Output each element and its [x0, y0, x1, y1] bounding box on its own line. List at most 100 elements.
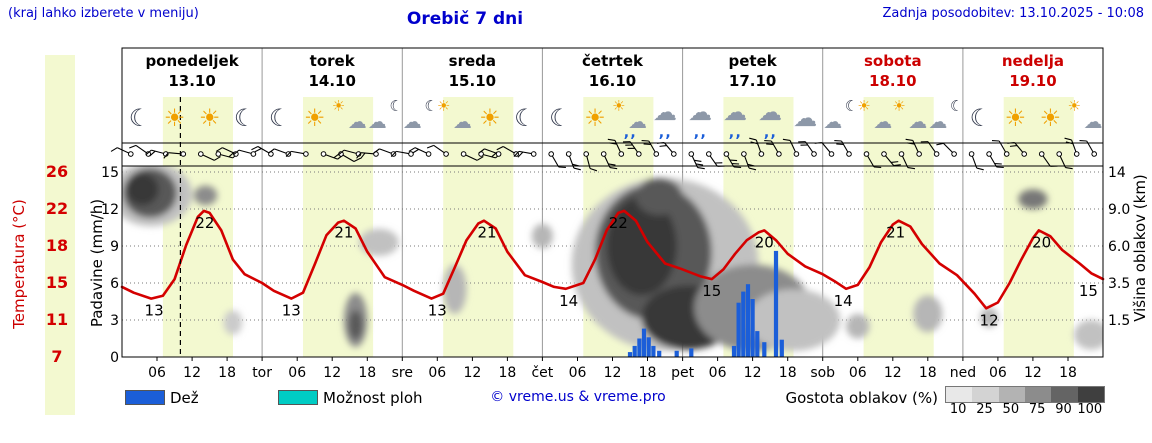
- svg-text:3.5: 3.5: [1108, 276, 1130, 292]
- svg-text:13: 13: [428, 302, 447, 320]
- svg-text:ned: ned: [950, 365, 976, 381]
- wind-barbs: [110, 137, 1097, 172]
- svg-text:06: 06: [148, 365, 166, 381]
- weather-icon-cloud-moon: ☾ ☁: [927, 98, 963, 138]
- drops-glyph: ‚‚: [658, 123, 672, 141]
- svg-text:14: 14: [559, 292, 578, 310]
- cloud-glyph: ☁: [928, 111, 948, 133]
- rain-legend-label: Dež: [170, 389, 199, 407]
- cloud-density-legend-label: Gostota oblakov (%): [785, 389, 938, 407]
- moon-glyph: ☾: [969, 104, 992, 132]
- svg-text:06: 06: [709, 365, 727, 381]
- cloud-glyph: ☁: [688, 98, 713, 126]
- day-header-4: četrtek 16.10: [582, 51, 643, 91]
- svg-text:15: 15: [101, 165, 119, 181]
- svg-text:26: 26: [46, 162, 68, 181]
- cloud-density-scale-labels: 10 25 50 75 90 100: [945, 402, 1103, 417]
- day-header-6: sobota 18.10: [864, 51, 922, 91]
- svg-text:3: 3: [110, 313, 119, 329]
- weather-icon-sun: ☀: [192, 98, 228, 138]
- weather-icon-moon: ☾: [227, 98, 263, 138]
- svg-text:12: 12: [744, 365, 762, 381]
- moon-glyph: ☾: [268, 104, 291, 132]
- weather-icon-moon: ☾: [122, 98, 158, 138]
- day-date: 19.10: [1009, 72, 1057, 90]
- weather-icon-sun-cloud: ☀ ☁: [1067, 98, 1103, 138]
- svg-text:06: 06: [849, 365, 867, 381]
- moon-glyph: ☾: [514, 104, 536, 132]
- moon-glyph: ☾: [128, 104, 151, 132]
- svg-text:18: 18: [498, 365, 516, 381]
- cloud-scale-label: 50: [1002, 402, 1020, 417]
- svg-text:12: 12: [884, 365, 902, 381]
- svg-text:tor: tor: [252, 365, 272, 381]
- svg-text:18: 18: [358, 365, 376, 381]
- weather-icon-rain: ☁ ‚‚: [752, 98, 788, 140]
- cloud-scale-label: 100: [1077, 402, 1103, 417]
- svg-text:18: 18: [779, 365, 797, 381]
- svg-text:sob: sob: [810, 365, 835, 381]
- svg-text:13: 13: [145, 302, 164, 320]
- day-header-5: petek 17.10: [729, 51, 777, 91]
- svg-text:15: 15: [702, 282, 721, 300]
- page-title: Orebič 7 dni: [406, 9, 524, 29]
- svg-text:13: 13: [282, 302, 301, 320]
- weather-icon-sun: ☀: [577, 98, 613, 138]
- svg-text:18: 18: [46, 236, 68, 255]
- svg-text:12: 12: [980, 311, 999, 329]
- cloud-scale-segment: [946, 387, 973, 402]
- temperature-value-labels: 13 22 13 21 13 21 14 22 15 20 14 21 12 20 15: [145, 214, 1098, 329]
- moon-glyph: ☾: [424, 97, 438, 115]
- svg-text:20: 20: [755, 233, 774, 251]
- svg-text:22: 22: [609, 214, 628, 232]
- day-date: 13.10: [168, 72, 216, 90]
- precipitation-tick-labels: 15 12 9 6 3 0: [101, 165, 119, 366]
- day-name: sreda: [448, 52, 497, 70]
- cloud-glyph: ☁: [1083, 111, 1103, 133]
- weather-icon-moon: ☾: [962, 98, 998, 138]
- cloud-glyph: ☁: [653, 98, 678, 126]
- copyright-link[interactable]: © vreme.us & vreme.pro: [490, 389, 666, 405]
- svg-text:20: 20: [1032, 233, 1051, 251]
- weather-icon-sun: ☀: [997, 98, 1033, 138]
- svg-text:15: 15: [1079, 282, 1098, 300]
- svg-text:12: 12: [101, 202, 119, 218]
- weather-icon-sun: ☀: [157, 98, 193, 138]
- svg-text:0: 0: [110, 350, 119, 366]
- day-date: 18.10: [869, 72, 917, 90]
- svg-text:21: 21: [886, 224, 905, 242]
- svg-text:čet: čet: [531, 365, 553, 381]
- svg-text:06: 06: [989, 365, 1007, 381]
- cloud-scale-label: 25: [976, 402, 993, 417]
- svg-text:7: 7: [51, 347, 62, 366]
- svg-text:1.5: 1.5: [1108, 313, 1130, 329]
- cloud-scale-label: 10: [949, 402, 967, 417]
- cloud-glyph: ☁: [908, 111, 928, 133]
- cloud-glyph: ☁: [823, 111, 843, 133]
- weather-icon-rain: ☁ ‚‚: [717, 98, 753, 140]
- svg-text:06: 06: [428, 365, 446, 381]
- cloud-glyph: ☁: [402, 111, 422, 133]
- moon-glyph: ☾: [389, 97, 403, 115]
- svg-text:12: 12: [1024, 365, 1042, 381]
- time-axis-labels: 06 12 18 tor 06 12 18 sre 06 12 18 čet 06 12 18 pet 06 12…: [148, 357, 1077, 381]
- svg-text:14: 14: [834, 292, 853, 310]
- cloud-height-tick-labels: 14 9.0 6.0 3.5 1.5: [1108, 165, 1130, 329]
- cloud-glyph: ☁: [793, 104, 818, 132]
- rain-legend-swatch: [125, 390, 165, 405]
- drops-glyph: ‚‚: [693, 123, 707, 141]
- location-hint: (kraj lahko izberete v meniju): [8, 6, 199, 21]
- svg-text:9: 9: [110, 239, 119, 255]
- cloud-scale-label: 75: [1028, 402, 1046, 417]
- weather-icon-sun: ☀: [297, 98, 333, 138]
- weather-icon-moon: ☾: [507, 98, 543, 138]
- last-update-text: Zadnja posodobitev: 13.10.2025 - 10:08: [882, 6, 1144, 21]
- weather-icon-cloud-moon: ☾ ☁: [367, 98, 403, 138]
- weather-icon-sun-rain: ☀ ☁ ‚‚: [612, 98, 648, 140]
- svg-text:12: 12: [323, 365, 341, 381]
- moon-glyph: ☾: [844, 97, 859, 115]
- rain-bars: [627, 250, 784, 357]
- sun-glyph: ☀: [303, 104, 326, 132]
- sun-glyph: ☀: [857, 97, 871, 115]
- cloud-glyph: ☁: [873, 111, 893, 133]
